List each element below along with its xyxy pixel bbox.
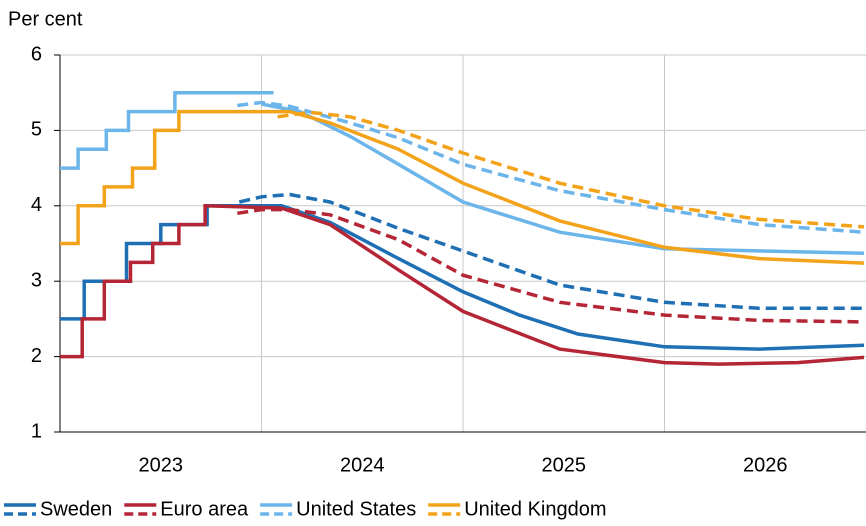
y-tick-label: 3 [31, 269, 42, 291]
legend-label: United States [296, 498, 416, 520]
x-tick-label: 2025 [542, 454, 587, 476]
policy-rate-line [60, 109, 865, 265]
legend-label: United Kingdom [464, 498, 606, 520]
y-tick-label: 1 [31, 420, 42, 442]
y-tick-label: 5 [31, 119, 42, 141]
y-tick-label: 6 [31, 43, 42, 65]
x-tick-label: 2023 [139, 454, 184, 476]
forward-line [237, 100, 865, 234]
policy-rate-line [60, 203, 865, 366]
y-axis-label: Per cent [8, 8, 83, 30]
y-tick-label: 4 [31, 194, 42, 216]
y-tick-label: 2 [31, 345, 42, 367]
legend-label: Euro area [160, 498, 249, 520]
legend-label: Sweden [40, 498, 112, 520]
x-tick-label: 2024 [340, 454, 385, 476]
x-tick-label: 2026 [743, 454, 788, 476]
forward-line [277, 110, 865, 229]
forward-line [238, 192, 864, 311]
